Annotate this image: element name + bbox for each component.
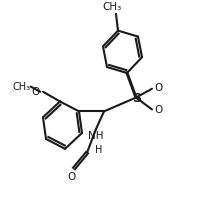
Text: S: S — [132, 92, 142, 105]
Text: O: O — [32, 87, 40, 97]
Text: O: O — [68, 172, 76, 182]
Text: CH₃: CH₃ — [102, 2, 122, 12]
Text: O: O — [154, 83, 162, 93]
Text: H: H — [95, 145, 102, 155]
Text: NH: NH — [88, 131, 104, 141]
Text: O: O — [154, 105, 162, 115]
Text: CH₃: CH₃ — [13, 82, 31, 92]
